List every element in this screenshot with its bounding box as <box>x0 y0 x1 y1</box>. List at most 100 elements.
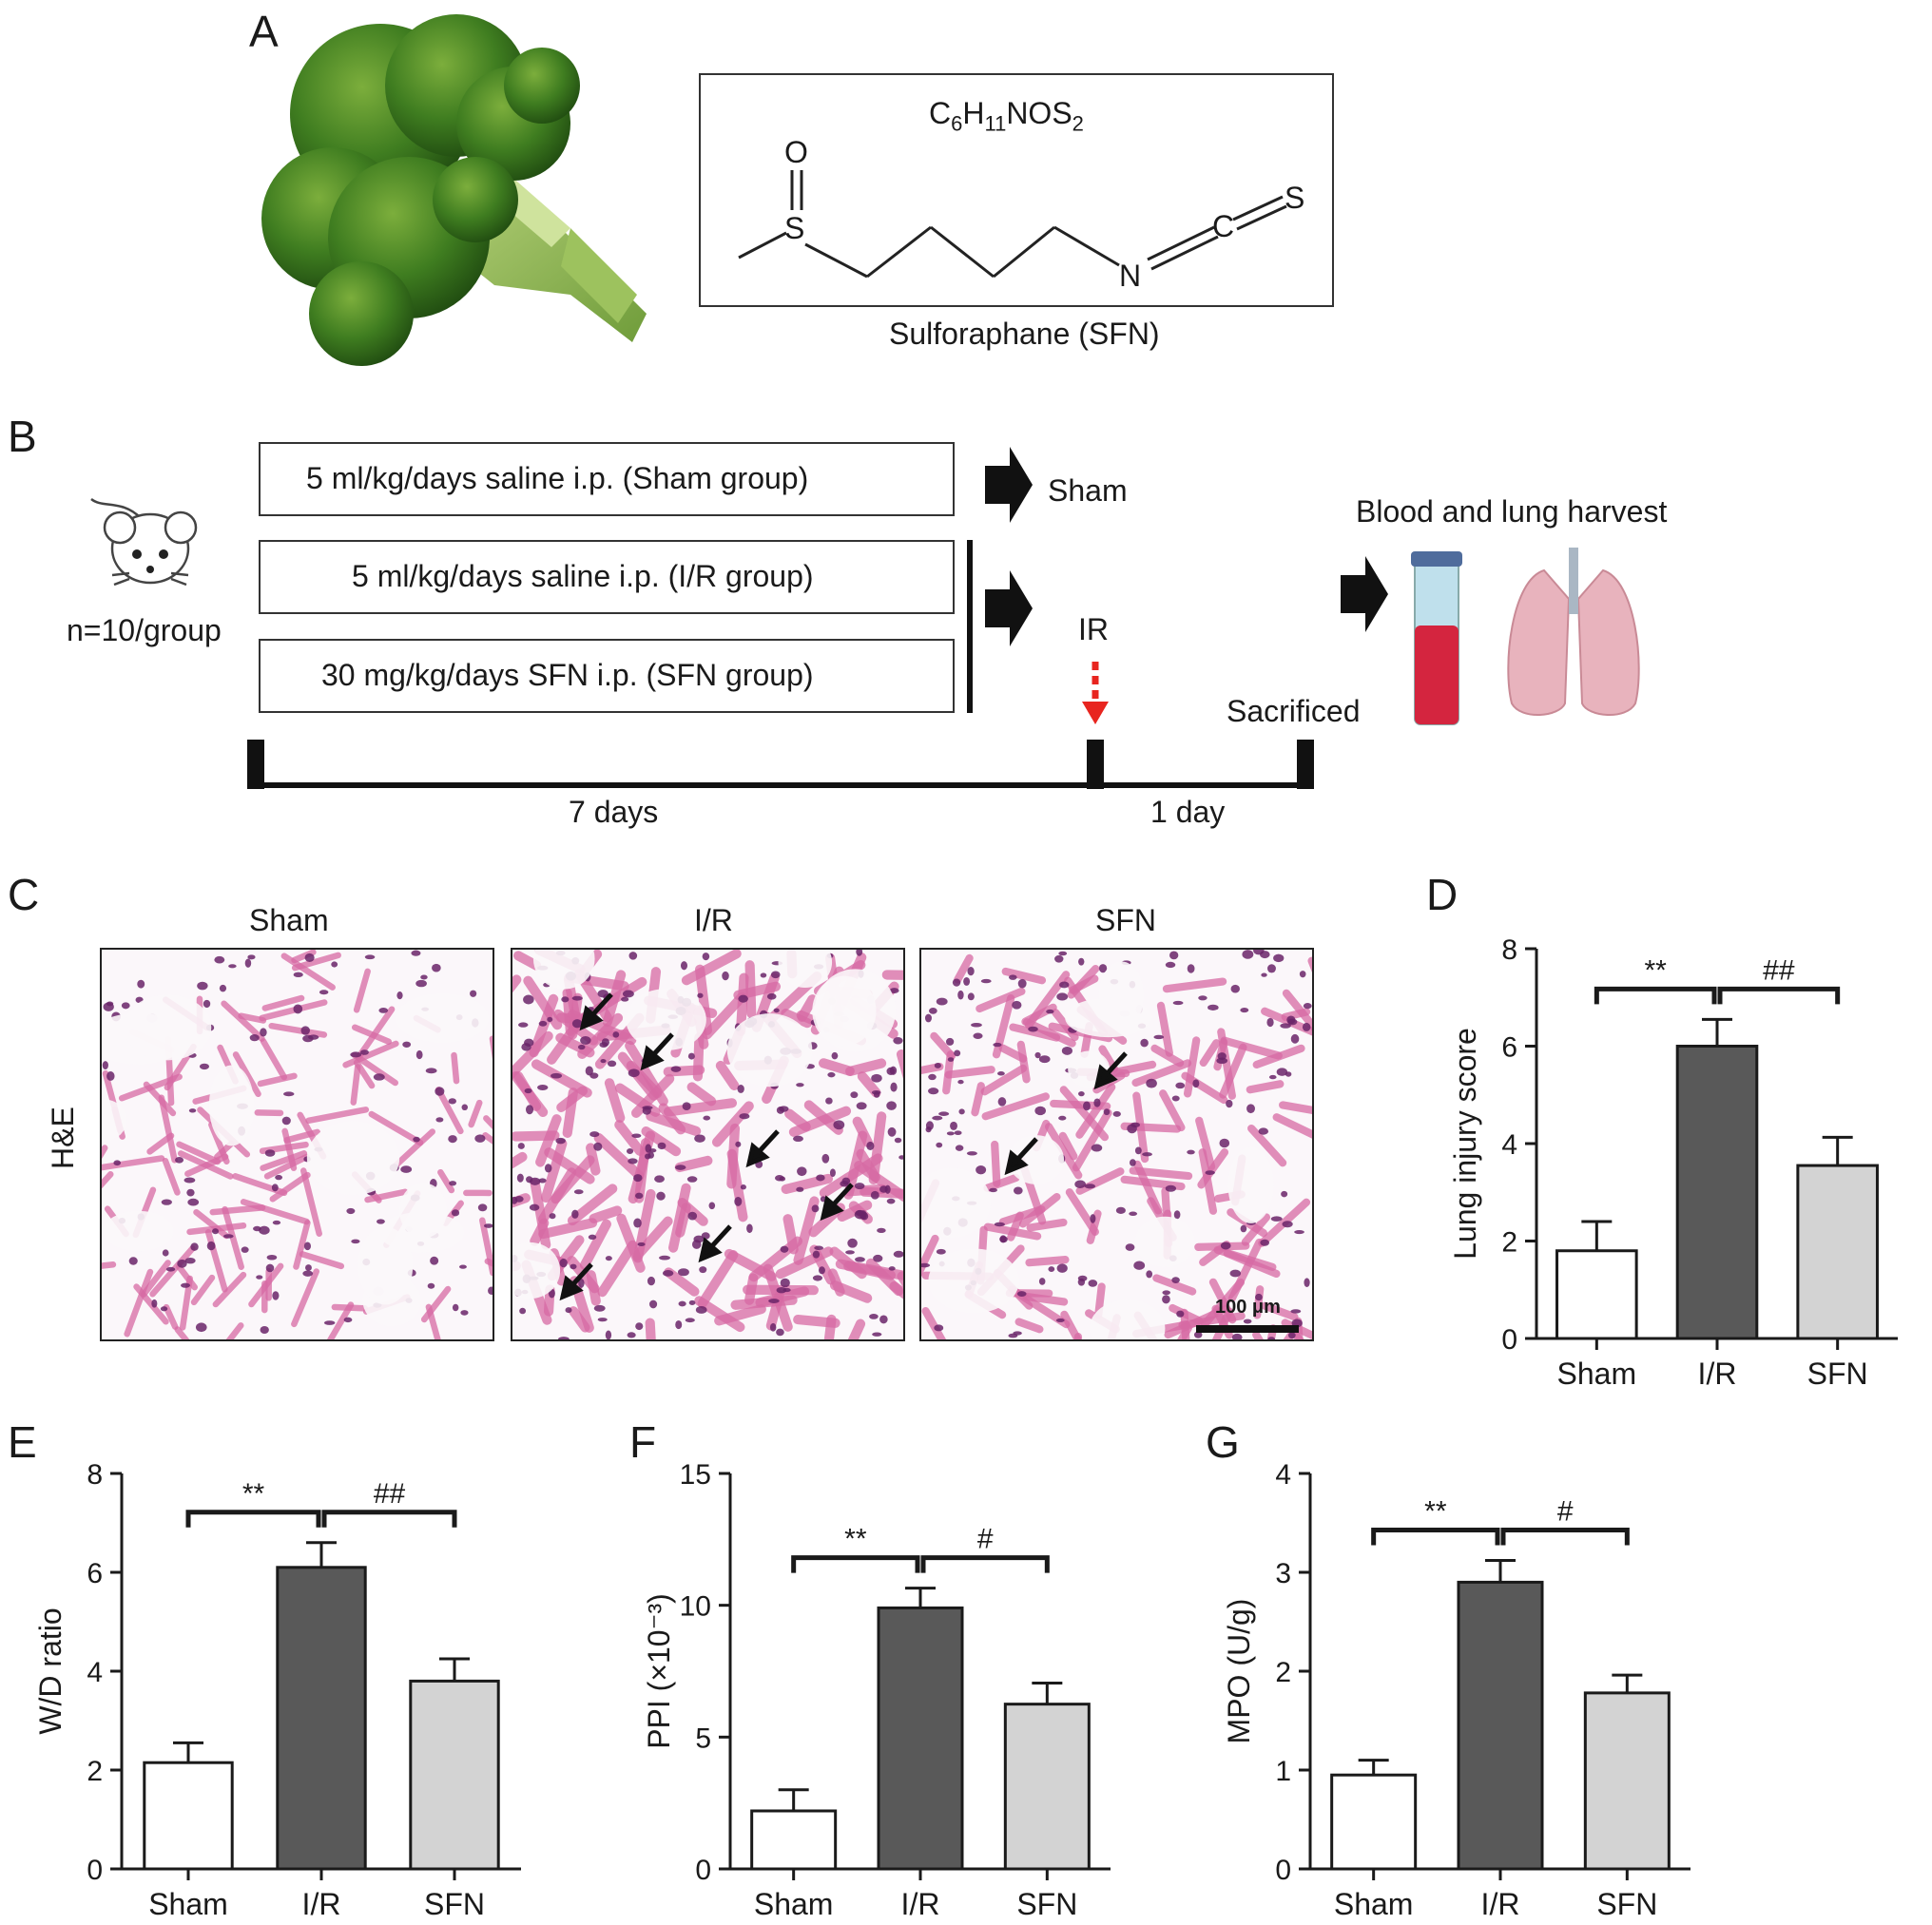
group-label-ir: 5 ml/kg/days saline i.p. (I/R group) <box>352 559 814 593</box>
ir-red-arrow <box>1082 702 1109 724</box>
significance-label: # <box>977 1524 994 1555</box>
bar-ir <box>1675 1045 1759 1340</box>
y-tick-label: 0 <box>695 1855 711 1886</box>
blood-tube-icon <box>1411 551 1462 725</box>
y-tick-label: 2 <box>1275 1657 1291 1688</box>
y-tick-label: 0 <box>1275 1855 1291 1886</box>
lung-icon <box>1507 548 1640 717</box>
significance-label: # <box>1557 1496 1574 1528</box>
significance-label: ** <box>1644 954 1667 986</box>
group-box-sham: 5 ml/kg/days saline i.p. (Sham group) <box>259 442 955 516</box>
arrow-to-sham <box>985 447 1033 523</box>
x-tick-label: I/R <box>901 1887 940 1921</box>
bar-ir <box>276 1566 367 1871</box>
compound-structure-box: C6H11NOS2 O S N C S <box>699 73 1334 307</box>
significance-label: ** <box>844 1524 867 1555</box>
significance-label: ** <box>1424 1496 1447 1528</box>
molecular-formula: C6H11NOS2 <box>929 96 1084 136</box>
outcome-ir: IR <box>1078 612 1109 646</box>
y-tick-label: 4 <box>1275 1459 1291 1491</box>
y-tick-label: 8 <box>87 1459 103 1491</box>
compound-caption: Sulforaphane (SFN) <box>889 317 1160 351</box>
significance-bracket <box>1371 1528 1500 1546</box>
histology-image-sham <box>100 948 494 1341</box>
arrow-to-harvest <box>1341 556 1388 632</box>
significance-bracket <box>321 1510 457 1528</box>
x-tick-label: Sham <box>1334 1887 1414 1921</box>
period-7-days: 7 days <box>569 795 659 829</box>
bar-sham <box>1555 1249 1638 1340</box>
x-tick-label: I/R <box>302 1887 341 1921</box>
atom-n: N <box>1119 259 1141 293</box>
arrow-to-ir <box>985 570 1033 646</box>
significance-bracket <box>185 1510 321 1528</box>
broccoli-illustration <box>261 14 647 366</box>
y-tick-label: 1 <box>1275 1756 1291 1787</box>
group-box-sfn: 30 mg/kg/days SFN i.p. (SFN group) <box>259 639 955 713</box>
panel-a-letter: A <box>249 7 279 56</box>
bar-sham <box>1330 1773 1418 1871</box>
y-axis-label: MPO (U/g) <box>1222 1599 1256 1744</box>
panel-d-letter: D <box>1426 870 1459 919</box>
bar-sfn <box>1583 1691 1671 1871</box>
x-tick-label: Sham <box>1557 1357 1637 1391</box>
y-tick-label: 0 <box>87 1855 103 1886</box>
significance-bracket <box>1594 986 1717 1005</box>
significance-label: ## <box>374 1478 406 1510</box>
x-tick-label: SFN <box>424 1887 485 1921</box>
period-1-day: 1 day <box>1150 795 1226 829</box>
scale-bar <box>1196 1325 1299 1333</box>
histology-title-ir: I/R <box>694 903 733 937</box>
animal-count: n=10/group <box>67 613 222 647</box>
bar-sfn <box>1003 1703 1091 1871</box>
significance-bracket <box>791 1555 920 1573</box>
y-tick-label: 10 <box>680 1591 711 1623</box>
y-tick-label: 3 <box>1275 1558 1291 1589</box>
chart-ppi: 0 5 10 15 PPI (×10⁻³) Sham I/R SFN ** # <box>642 1459 1111 1921</box>
y-tick-label: 2 <box>1501 1227 1517 1259</box>
bar-sfn <box>409 1679 500 1871</box>
histology-image-ir <box>511 948 905 1341</box>
x-tick-label: SFN <box>1807 1357 1868 1391</box>
y-tick-label: 2 <box>87 1756 103 1787</box>
mouse-icon <box>90 497 198 587</box>
y-tick-label: 6 <box>87 1558 103 1589</box>
y-tick-label: 15 <box>680 1459 711 1491</box>
y-tick-label: 4 <box>87 1657 103 1688</box>
y-tick-label: 6 <box>1501 1032 1517 1064</box>
y-tick-label: 4 <box>1501 1129 1517 1161</box>
panel-e-letter: E <box>8 1417 37 1467</box>
y-tick-label: 8 <box>1501 934 1517 966</box>
atom-s1: S <box>784 211 804 245</box>
panel-c-letter: C <box>8 870 40 919</box>
atom-o: O <box>784 135 808 169</box>
histology-title-sfn: SFN <box>1095 903 1156 937</box>
chart-mpo: 0 1 2 3 4 MPO (U/g) Sham I/R SFN ** # <box>1222 1459 1690 1921</box>
x-tick-label: I/R <box>1698 1357 1737 1391</box>
y-tick-label: 0 <box>1501 1324 1517 1356</box>
histology-title-sham: Sham <box>249 903 329 937</box>
histology-image-sfn <box>919 948 1314 1341</box>
panel-b-letter: B <box>8 412 37 461</box>
protocol-diagram <box>247 447 1640 789</box>
x-tick-label: SFN <box>1016 1887 1077 1921</box>
panel-f-letter: F <box>629 1417 657 1467</box>
atom-c: C <box>1212 209 1234 243</box>
group-label-sham: 5 ml/kg/days saline i.p. (Sham group) <box>306 461 809 495</box>
significance-bracket <box>1717 986 1841 1005</box>
timeline-tick-ir <box>1087 740 1104 789</box>
bar-sham <box>750 1809 838 1871</box>
chart-lung-injury-score: 0 2 4 6 8 Lung injury score Sham I/R SFN ** ## <box>1448 934 1898 1391</box>
group-label-sfn: 30 mg/kg/days SFN i.p. (SFN group) <box>321 658 814 692</box>
x-tick-label: Sham <box>148 1887 228 1921</box>
y-axis-label: PPI (×10⁻³) <box>642 1593 676 1749</box>
significance-label: ** <box>242 1478 265 1510</box>
scale-bar-label: 100 μm <box>1215 1297 1281 1318</box>
significance-bracket <box>920 1555 1050 1573</box>
bar-sham <box>143 1761 234 1871</box>
bar-ir <box>1457 1580 1544 1871</box>
chart-wd-ratio: 0 2 4 6 8 W/D ratio Sham I/R SFN ** ## <box>33 1459 521 1921</box>
sacrificed-label: Sacrificed <box>1227 694 1361 728</box>
group-box-ir: 5 ml/kg/days saline i.p. (I/R group) <box>259 540 955 614</box>
